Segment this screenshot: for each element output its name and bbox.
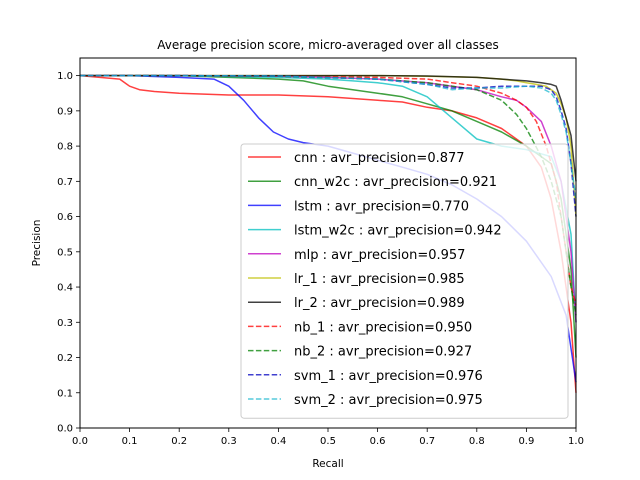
y-tick-label: 0.0 xyxy=(57,424,73,435)
y-tick-label: 0.2 xyxy=(57,353,73,364)
y-tick-label: 0.5 xyxy=(57,247,73,258)
series-line-10 xyxy=(80,74,577,200)
x-tick-label: 0.6 xyxy=(370,436,386,447)
y-tick-label: 1.0 xyxy=(57,71,73,82)
legend-label-1: cnn_w2c : avr_precision=0.921 xyxy=(294,175,497,190)
legend-label-6: lr_2 : avr_precision=0.989 xyxy=(294,296,465,311)
x-axis: 0.0 0.1 0.2 0.3 0.4 0.5 0.6 0.7 0.8 0.9 1.0 xyxy=(72,428,584,447)
x-tick-label: 0.0 xyxy=(72,436,88,447)
legend-label-4: mlp : avr_precision=0.957 xyxy=(294,248,465,263)
y-axis-title: Precision xyxy=(31,220,43,267)
legend-label-8: nb_2 : avr_precision=0.927 xyxy=(294,345,472,360)
x-tick-label: 0.9 xyxy=(518,436,534,447)
x-tick-label: 0.3 xyxy=(221,436,237,447)
x-tick-label: 0.5 xyxy=(320,436,336,447)
y-axis: 0.0 0.1 0.2 0.3 0.4 0.5 0.6 0.7 0.8 0.9 1.0 xyxy=(57,71,80,435)
legend-label-10: svm_2 : avr_precision=0.975 xyxy=(294,393,483,408)
series-line-6 xyxy=(80,74,577,182)
y-tick-label: 0.9 xyxy=(57,106,73,117)
legend-label-5: lr_1 : avr_precision=0.985 xyxy=(294,272,465,287)
y-tick-label: 0.8 xyxy=(57,142,73,153)
x-tick-label: 1.0 xyxy=(568,436,584,447)
legend-label-7: nb_1 : avr_precision=0.950 xyxy=(294,320,472,335)
legend-label-2: lstm : avr_precision=0.770 xyxy=(294,199,469,214)
curves-layer xyxy=(79,74,577,393)
y-tick-label: 0.1 xyxy=(57,388,73,399)
legend-label-3: lstm_w2c : avr_precision=0.942 xyxy=(294,224,502,239)
legend-box xyxy=(240,143,569,419)
x-axis-title: Recall xyxy=(312,458,343,470)
y-tick-label: 0.6 xyxy=(57,212,73,223)
y-tick-label: 0.7 xyxy=(57,177,73,188)
y-tick-label: 0.4 xyxy=(57,283,73,294)
x-tick-label: 0.8 xyxy=(469,436,485,447)
x-tick-label: 0.2 xyxy=(171,436,187,447)
legend-label-9: svm_1 : avr_precision=0.976 xyxy=(294,369,483,384)
x-tick-label: 0.7 xyxy=(419,436,435,447)
y-tick-label: 0.3 xyxy=(57,318,73,329)
x-tick-label: 0.1 xyxy=(122,436,138,447)
x-tick-label: 0.4 xyxy=(270,436,286,447)
legend-label-0: cnn : avr_precision=0.877 xyxy=(294,151,465,166)
chart-title: Average precision score, micro-averaged … xyxy=(157,38,499,52)
legend: cnn : avr_precision=0.877 cnn_w2c : avr_p… xyxy=(240,143,569,419)
